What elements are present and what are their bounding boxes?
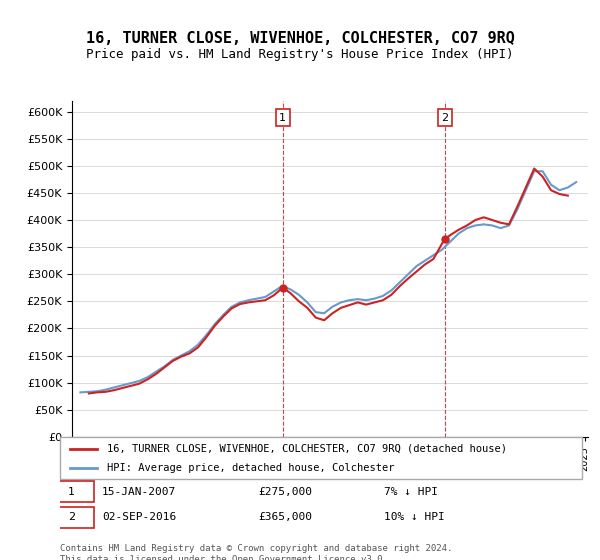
FancyBboxPatch shape: [50, 482, 94, 502]
Text: Contains HM Land Registry data © Crown copyright and database right 2024.
This d: Contains HM Land Registry data © Crown c…: [60, 544, 452, 560]
FancyBboxPatch shape: [50, 506, 94, 528]
Text: 10% ↓ HPI: 10% ↓ HPI: [383, 512, 445, 522]
Text: 7% ↓ HPI: 7% ↓ HPI: [383, 487, 437, 497]
Text: £365,000: £365,000: [259, 512, 313, 522]
FancyBboxPatch shape: [60, 437, 582, 479]
Text: 1: 1: [68, 487, 75, 497]
Text: 2: 2: [441, 113, 448, 123]
Text: 16, TURNER CLOSE, WIVENHOE, COLCHESTER, CO7 9RQ: 16, TURNER CLOSE, WIVENHOE, COLCHESTER, …: [86, 31, 514, 46]
Text: 16, TURNER CLOSE, WIVENHOE, COLCHESTER, CO7 9RQ (detached house): 16, TURNER CLOSE, WIVENHOE, COLCHESTER, …: [107, 444, 507, 454]
Text: 2: 2: [68, 512, 75, 522]
Text: HPI: Average price, detached house, Colchester: HPI: Average price, detached house, Colc…: [107, 463, 394, 473]
Text: Price paid vs. HM Land Registry's House Price Index (HPI): Price paid vs. HM Land Registry's House …: [86, 48, 514, 60]
Text: £275,000: £275,000: [259, 487, 313, 497]
Text: 15-JAN-2007: 15-JAN-2007: [102, 487, 176, 497]
Text: 02-SEP-2016: 02-SEP-2016: [102, 512, 176, 522]
Text: 1: 1: [279, 113, 286, 123]
